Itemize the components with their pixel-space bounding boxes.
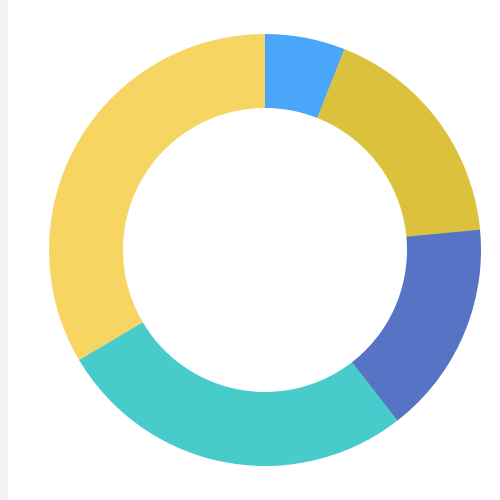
donut-segment [79, 322, 398, 466]
side-strip [0, 0, 8, 500]
donut-segment [317, 49, 481, 237]
donut-segment [49, 34, 265, 360]
donut-segment [352, 229, 481, 421]
donut-segment [265, 34, 345, 118]
